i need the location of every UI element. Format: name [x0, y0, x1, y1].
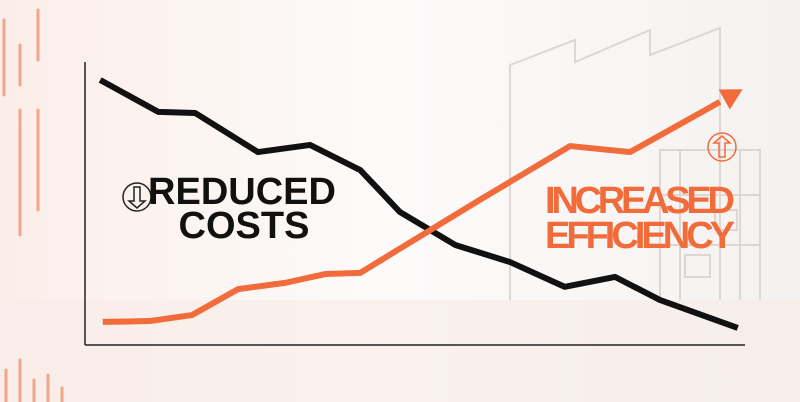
- series-line: [98, 77, 739, 331]
- down-icon: [122, 182, 152, 212]
- arrow-head: [718, 89, 743, 110]
- label-increased: INCREASED: [545, 180, 735, 222]
- series-line: [102, 99, 722, 325]
- floor: [0, 300, 800, 402]
- warehouse: [509, 26, 761, 300]
- axes: [84, 62, 745, 346]
- label-reduced: REDUCED: [148, 171, 336, 213]
- decor-bars: [2, 8, 64, 402]
- up-icon: [707, 132, 737, 162]
- label-costs: COSTS: [179, 205, 310, 247]
- label-efficiency: EFFICIENCY: [545, 215, 735, 257]
